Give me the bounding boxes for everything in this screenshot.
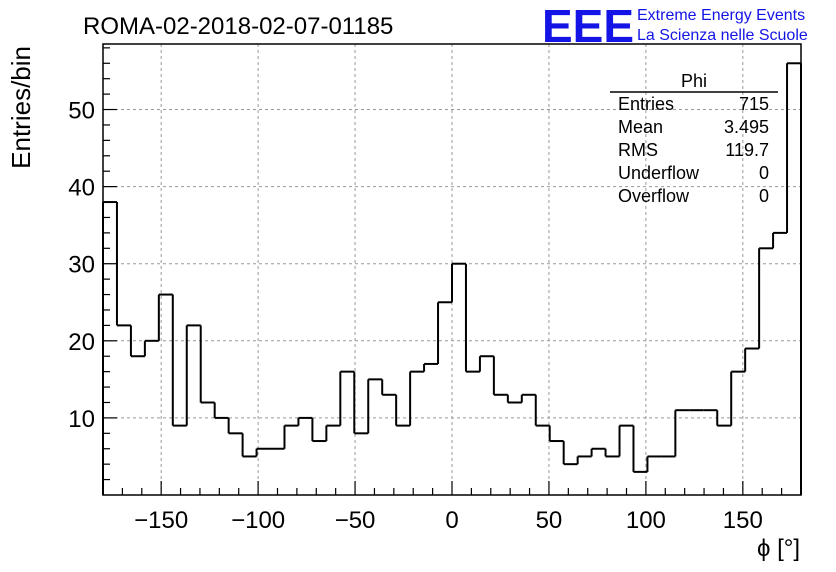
x-axis-label: ϕ [°] xyxy=(757,535,800,562)
stats-row-label: RMS xyxy=(618,140,658,160)
x-tick-label: −50 xyxy=(335,507,376,534)
stats-title: Phi xyxy=(681,71,707,91)
x-tick-label: 150 xyxy=(723,507,763,534)
y-tick-label: 50 xyxy=(68,98,95,125)
x-tick-label: −150 xyxy=(134,507,188,534)
stats-row-label: Underflow xyxy=(618,163,700,183)
plot-frame xyxy=(102,43,802,496)
stats-row-value: 0 xyxy=(759,163,769,183)
x-tick-label: 50 xyxy=(536,507,563,534)
stats-row-label: Mean xyxy=(618,117,663,137)
logo-line-2: La Scienza nelle Scuole xyxy=(637,27,808,44)
stats-row-label: Entries xyxy=(618,94,674,114)
x-tick-label: 100 xyxy=(626,507,666,534)
y-tick-label: 10 xyxy=(68,406,95,433)
y-tick-label: 30 xyxy=(68,252,95,279)
stats-row-value: 119.7 xyxy=(725,140,769,160)
run-title: ROMA-02-2018-02-07-01185 xyxy=(83,13,393,40)
stats-row-value: 3.495 xyxy=(724,117,769,137)
stats-row-label: Overflow xyxy=(618,186,690,206)
stats-rows: Entries 715 Mean 3.495 RMS 119.7 Underflow 0 Ove… xyxy=(618,94,769,206)
stats-row-value: 0 xyxy=(759,186,769,206)
y-tick-label: 40 xyxy=(68,175,95,202)
x-tick-label: −100 xyxy=(231,507,285,534)
y-tick-label: 20 xyxy=(68,329,95,356)
eee-logo: EEE Extreme Energy Events La Scienza nel… xyxy=(542,0,808,52)
stats-box: Phi Entries 715 Mean 3.495 RMS 119.7 Underflow… xyxy=(610,71,778,206)
logo-line-1: Extreme Energy Events xyxy=(637,7,805,24)
x-tick-label: 0 xyxy=(445,507,458,534)
y-axis-label: Entries/bin xyxy=(6,46,36,169)
axis-layer: −150 −100 −50 0 50 100 150 10 20 30 40 50 xyxy=(68,47,802,534)
stats-row-value: 715 xyxy=(739,94,769,114)
